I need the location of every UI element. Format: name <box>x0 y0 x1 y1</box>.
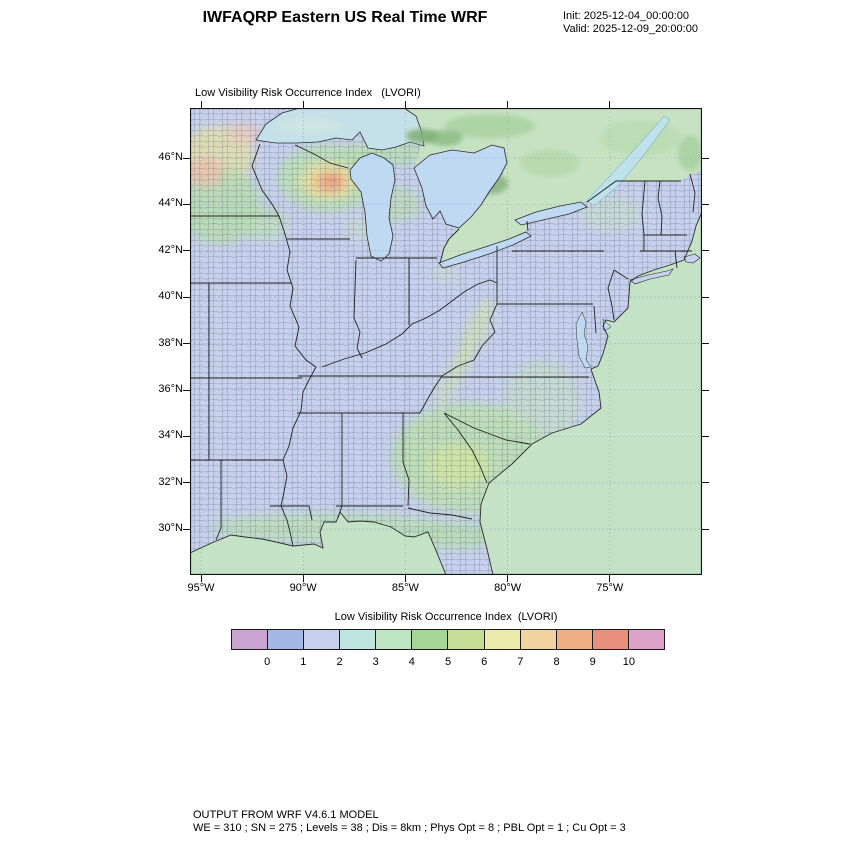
lon-tick-bottom <box>404 575 406 582</box>
lat-tick-right <box>702 296 709 298</box>
lon-label: 95°W <box>187 582 215 594</box>
lat-tick-left <box>183 296 190 298</box>
colorbar-tick-label: 5 <box>444 656 452 668</box>
model-footer: OUTPUT FROM WRF V4.6.1 MODEL WE = 310 ; … <box>193 809 626 835</box>
lat-label: 34°N <box>158 429 183 442</box>
colorbar-cell <box>555 629 593 650</box>
lat-tick-left <box>183 389 190 391</box>
lon-label: 75°W <box>596 582 624 594</box>
lon-tick-top <box>302 101 304 108</box>
lat-tick-right <box>702 389 709 391</box>
lat-tick-left <box>183 528 190 530</box>
colorbar-tick-label: 9 <box>589 656 596 668</box>
valid-time: Valid: 2025-12-09_20:00:00 <box>563 23 698 35</box>
colorbar-tick-label: 0 <box>264 656 271 668</box>
gulf-of-mexico <box>190 512 446 575</box>
colorbar-tick-label: 7 <box>517 656 524 668</box>
colorbar-tick-label: 10 <box>622 656 635 668</box>
lon-tick-top <box>200 101 202 108</box>
lon-tick-top <box>404 101 406 108</box>
lat-tick-right <box>702 203 709 205</box>
lon-label: 85°W <box>391 582 419 594</box>
colorbar-tick-label: 4 <box>408 656 415 668</box>
lat-label: 36°N <box>158 383 183 395</box>
colorbar-cell <box>339 629 377 650</box>
lon-label: 90°W <box>289 582 317 594</box>
colorbar-tick-label: 2 <box>336 656 343 668</box>
lon-label: 80°W <box>494 582 522 594</box>
colorbar-label: Low Visibility Risk Occurrence Index (LV… <box>334 611 558 623</box>
lat-label: 42°N <box>158 243 183 256</box>
map-title: Low Visibility Risk Occurrence Index (LV… <box>195 87 421 99</box>
colorbar-cell <box>447 629 485 650</box>
lake-ontario <box>514 201 588 226</box>
lat-tick-left <box>183 250 190 252</box>
colorbar-cell <box>519 629 557 650</box>
lake-michigan <box>349 152 396 262</box>
colorbar-tick-label: 8 <box>553 656 560 668</box>
run-times: Init: 2025-12-04_00:00:00 Valid: 2025-12… <box>563 10 698 36</box>
colorbar-cell <box>483 629 521 650</box>
long-island <box>629 268 674 285</box>
lon-tick-bottom <box>200 575 202 582</box>
lat-tick-left <box>183 482 190 484</box>
colorbar-cell <box>627 629 665 650</box>
lat-label: 30°N <box>158 522 183 535</box>
coastlines <box>190 211 702 575</box>
lat-tick-right <box>702 528 709 530</box>
colorbar-tick-labels: 0 1 2 3 4 5 6 7 8 9 10 <box>231 656 665 670</box>
lat-tick-left <box>183 435 190 437</box>
lat-tick-left <box>183 157 190 159</box>
colorbar-cell <box>231 629 269 650</box>
page-title: IWFAQRP Eastern US Real Time WRF <box>202 9 488 26</box>
chesapeake-bay <box>575 311 592 369</box>
plot-frame <box>190 108 702 575</box>
atlantic-ocean <box>480 212 702 575</box>
state-borders <box>190 143 696 547</box>
colorbar-cell <box>375 629 413 650</box>
lat-tick-right <box>702 250 709 252</box>
lat-tick-right <box>702 435 709 437</box>
colorbar-cell <box>303 629 341 650</box>
lake-huron <box>413 144 508 229</box>
colorbar-cell <box>267 629 305 650</box>
lake-superior-shading <box>276 118 438 143</box>
lon-tick-top <box>609 101 611 108</box>
lvori-map <box>190 108 702 575</box>
colorbar-tick-label: 6 <box>481 656 488 668</box>
lat-label: 32°N <box>158 475 183 488</box>
lon-tick-top <box>507 101 509 108</box>
lat-tick-right <box>702 157 709 159</box>
lat-tick-left <box>183 203 190 205</box>
lat-tick-right <box>702 482 709 484</box>
lon-tick-bottom <box>609 575 611 582</box>
cape-cod <box>683 253 701 264</box>
lat-label: 44°N <box>158 197 183 210</box>
great-lakes <box>255 108 588 269</box>
lon-tick-bottom <box>507 575 509 582</box>
colorbar-tick-label: 3 <box>372 656 379 668</box>
colorbar-cell <box>411 629 449 650</box>
colorbar-tick-label: 1 <box>300 656 307 668</box>
colorbar <box>231 629 665 650</box>
footer-line1: OUTPUT FROM WRF V4.6.1 MODEL <box>193 809 379 821</box>
colorbar-cell <box>591 629 629 650</box>
footer-line2: WE = 310 ; SN = 275 ; Levels = 38 ; Dis … <box>193 822 626 834</box>
lat-label: 40°N <box>158 290 183 303</box>
lat-label: 46°N <box>158 151 183 163</box>
lat-tick-right <box>702 343 709 345</box>
lon-tick-bottom <box>302 575 304 582</box>
graticule <box>190 108 702 575</box>
init-time: Init: 2025-12-04_00:00:00 <box>563 10 689 22</box>
lat-label: 38°N <box>158 336 183 349</box>
lat-tick-left <box>183 343 190 345</box>
